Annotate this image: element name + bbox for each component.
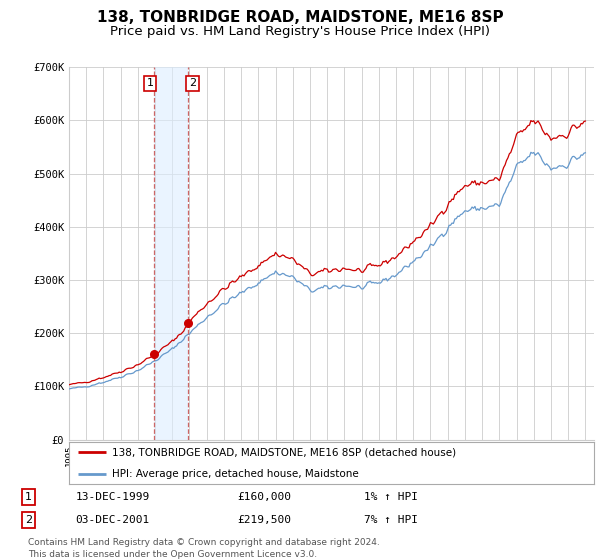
- Text: 2: 2: [189, 78, 196, 88]
- Text: Price paid vs. HM Land Registry's House Price Index (HPI): Price paid vs. HM Land Registry's House …: [110, 25, 490, 38]
- Text: 1: 1: [25, 492, 32, 502]
- Bar: [154, 67, 188, 440]
- Text: 1% ↑ HPI: 1% ↑ HPI: [364, 492, 418, 502]
- Text: 138, TONBRIDGE ROAD, MAIDSTONE, ME16 8SP (detached house): 138, TONBRIDGE ROAD, MAIDSTONE, ME16 8SP…: [112, 447, 456, 457]
- Text: £219,500: £219,500: [237, 515, 291, 525]
- Text: 2: 2: [25, 515, 32, 525]
- Text: 13-DEC-1999: 13-DEC-1999: [76, 492, 150, 502]
- Text: 7% ↑ HPI: 7% ↑ HPI: [364, 515, 418, 525]
- Text: 138, TONBRIDGE ROAD, MAIDSTONE, ME16 8SP: 138, TONBRIDGE ROAD, MAIDSTONE, ME16 8SP: [97, 10, 503, 25]
- Text: 03-DEC-2001: 03-DEC-2001: [76, 515, 150, 525]
- Text: Contains HM Land Registry data © Crown copyright and database right 2024.: Contains HM Land Registry data © Crown c…: [28, 538, 380, 547]
- Text: 1: 1: [146, 78, 154, 88]
- Text: This data is licensed under the Open Government Licence v3.0.: This data is licensed under the Open Gov…: [28, 550, 317, 559]
- Text: £160,000: £160,000: [237, 492, 291, 502]
- Text: HPI: Average price, detached house, Maidstone: HPI: Average price, detached house, Maid…: [112, 469, 359, 479]
